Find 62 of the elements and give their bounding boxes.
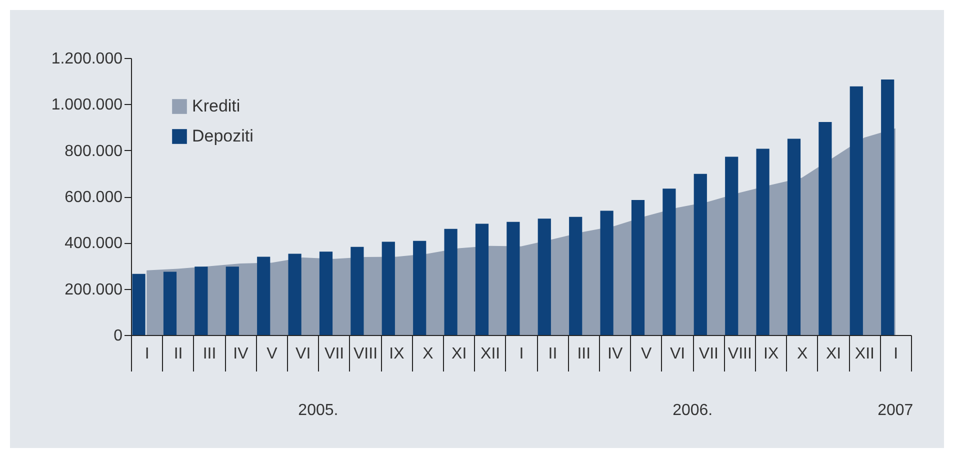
- y-tick-label: 1.000.000: [51, 96, 123, 114]
- x-tick-label: III: [577, 346, 591, 362]
- bar: [288, 254, 302, 335]
- bar: [787, 138, 801, 335]
- legend-label: Depoziti: [192, 126, 254, 146]
- x-tick-label: VI: [296, 346, 311, 362]
- bar: [475, 224, 489, 335]
- text: 2007: [878, 402, 914, 419]
- bar: [257, 256, 270, 335]
- y-tick-label: 800.000: [64, 142, 123, 160]
- bar: [569, 216, 582, 335]
- x-tick-label: III: [202, 346, 216, 362]
- x-tick-label: V: [266, 346, 278, 362]
- text: 2005.: [298, 402, 338, 419]
- bar: [319, 252, 333, 335]
- bar: [132, 274, 146, 335]
- bar: [725, 156, 738, 335]
- text: 2006.: [672, 402, 713, 419]
- x-tick-label: IX: [764, 346, 779, 362]
- x-tick-label: IX: [389, 346, 405, 362]
- x-tick-label: VIII: [353, 346, 378, 362]
- x-tick-label: X: [796, 346, 808, 362]
- bar: [600, 210, 614, 335]
- bar: [538, 218, 551, 335]
- x-tick-label: XII: [480, 346, 500, 362]
- bar: [194, 266, 208, 335]
- x-tick-label: XI: [452, 346, 467, 362]
- x-tick-label: IV: [608, 346, 623, 362]
- legend-label: Krediti: [192, 96, 240, 116]
- x-tick-label: II: [174, 346, 183, 362]
- bar: [881, 79, 894, 335]
- y-tick-label: 600.000: [64, 189, 123, 206]
- y-tick-label: 0: [114, 328, 123, 344]
- bar: [756, 148, 770, 335]
- x-tick-label: VIII: [728, 346, 752, 362]
- x-tick-label: IV: [233, 346, 249, 362]
- x-tick-label: XI: [826, 346, 842, 362]
- bar: [413, 240, 426, 335]
- y-tick-label: 200.000: [64, 281, 123, 298]
- bar: [382, 242, 395, 335]
- x-tick-label: VI: [670, 346, 686, 362]
- bar: [506, 222, 520, 335]
- x-tick-label: I: [144, 346, 150, 362]
- x-tick-label: V: [640, 346, 652, 362]
- bar: [694, 174, 707, 335]
- bar: [818, 122, 832, 335]
- x-tick-label: I: [894, 346, 898, 362]
- bar: [350, 246, 364, 335]
- y-tick-label: 400.000: [64, 235, 123, 252]
- x-tick-label: X: [422, 346, 434, 362]
- bar: [226, 266, 239, 335]
- x-tick-label: VII: [324, 346, 344, 362]
- y-tick-label: 1.200.000: [51, 50, 123, 68]
- bar: [662, 188, 676, 335]
- bar: [850, 86, 863, 335]
- x-tick-label: VII: [698, 346, 718, 362]
- x-tick-label: II: [548, 346, 558, 362]
- bar: [631, 200, 645, 335]
- x-tick-label: XII: [854, 346, 874, 362]
- bar: [163, 272, 177, 335]
- bar: [444, 228, 458, 335]
- x-tick-label: I: [519, 346, 524, 362]
